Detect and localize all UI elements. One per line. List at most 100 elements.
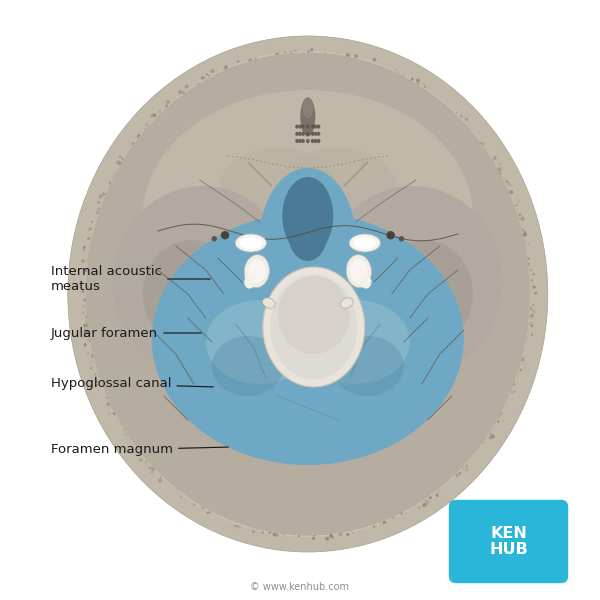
Ellipse shape — [136, 148, 140, 151]
Ellipse shape — [354, 55, 358, 58]
Ellipse shape — [342, 62, 346, 66]
Ellipse shape — [497, 416, 500, 419]
Ellipse shape — [317, 131, 320, 136]
Ellipse shape — [523, 233, 526, 236]
Ellipse shape — [305, 57, 307, 59]
Ellipse shape — [290, 50, 293, 54]
Ellipse shape — [155, 124, 158, 127]
Ellipse shape — [531, 334, 533, 336]
Ellipse shape — [178, 103, 182, 107]
Ellipse shape — [501, 400, 505, 403]
Ellipse shape — [150, 470, 154, 474]
Ellipse shape — [97, 201, 100, 204]
Ellipse shape — [85, 251, 86, 253]
Ellipse shape — [130, 159, 133, 162]
Ellipse shape — [301, 98, 316, 137]
Ellipse shape — [524, 264, 525, 265]
Ellipse shape — [118, 178, 121, 180]
Ellipse shape — [235, 234, 266, 252]
Ellipse shape — [175, 487, 179, 490]
Ellipse shape — [520, 217, 524, 221]
Ellipse shape — [464, 451, 467, 453]
Ellipse shape — [134, 438, 136, 440]
Ellipse shape — [466, 452, 467, 454]
Ellipse shape — [264, 63, 267, 66]
Ellipse shape — [329, 166, 331, 167]
Ellipse shape — [325, 166, 327, 167]
Ellipse shape — [96, 235, 97, 236]
Ellipse shape — [121, 158, 124, 160]
Ellipse shape — [248, 158, 250, 160]
Ellipse shape — [427, 95, 430, 98]
Ellipse shape — [418, 88, 421, 91]
Ellipse shape — [89, 272, 92, 275]
Ellipse shape — [347, 55, 350, 58]
Ellipse shape — [442, 476, 445, 479]
FancyBboxPatch shape — [449, 500, 568, 583]
Ellipse shape — [337, 52, 339, 53]
Ellipse shape — [325, 63, 326, 64]
Ellipse shape — [534, 292, 537, 295]
Ellipse shape — [118, 181, 121, 182]
Ellipse shape — [440, 102, 442, 104]
Ellipse shape — [469, 454, 471, 456]
Ellipse shape — [268, 58, 271, 62]
Ellipse shape — [97, 366, 100, 369]
Ellipse shape — [142, 131, 144, 133]
Ellipse shape — [252, 159, 254, 160]
Ellipse shape — [119, 162, 123, 166]
Ellipse shape — [478, 142, 482, 146]
Ellipse shape — [91, 329, 92, 331]
Text: Hypoglossal canal: Hypoglossal canal — [51, 377, 213, 391]
Ellipse shape — [424, 86, 426, 88]
Ellipse shape — [101, 373, 106, 377]
Ellipse shape — [527, 297, 529, 298]
Ellipse shape — [410, 88, 415, 92]
Ellipse shape — [313, 533, 316, 536]
Ellipse shape — [523, 307, 525, 309]
Ellipse shape — [346, 53, 350, 57]
Ellipse shape — [240, 157, 242, 158]
Ellipse shape — [375, 74, 377, 75]
Ellipse shape — [207, 498, 210, 501]
Ellipse shape — [497, 167, 502, 172]
Ellipse shape — [97, 363, 98, 365]
Ellipse shape — [532, 272, 535, 275]
Ellipse shape — [441, 484, 443, 486]
Ellipse shape — [358, 65, 359, 66]
Ellipse shape — [523, 240, 526, 243]
Ellipse shape — [88, 267, 92, 271]
Ellipse shape — [424, 502, 428, 506]
Ellipse shape — [124, 428, 125, 431]
Ellipse shape — [482, 155, 484, 157]
Ellipse shape — [124, 425, 126, 427]
Ellipse shape — [301, 56, 305, 59]
Ellipse shape — [530, 314, 534, 318]
Ellipse shape — [275, 53, 277, 55]
Ellipse shape — [330, 534, 333, 536]
Ellipse shape — [325, 529, 326, 531]
Ellipse shape — [88, 252, 92, 256]
Ellipse shape — [278, 147, 398, 237]
Ellipse shape — [221, 511, 223, 512]
Ellipse shape — [383, 521, 386, 524]
Ellipse shape — [485, 153, 488, 155]
Ellipse shape — [295, 124, 299, 129]
Ellipse shape — [466, 118, 468, 121]
Ellipse shape — [469, 133, 473, 137]
Ellipse shape — [302, 300, 410, 384]
Ellipse shape — [461, 128, 463, 130]
Ellipse shape — [467, 456, 470, 458]
Ellipse shape — [127, 158, 131, 162]
Ellipse shape — [493, 156, 497, 160]
Ellipse shape — [384, 516, 386, 518]
Ellipse shape — [532, 304, 534, 306]
Ellipse shape — [456, 469, 458, 470]
Ellipse shape — [526, 329, 528, 331]
Text: © www.kenhub.com: © www.kenhub.com — [251, 582, 349, 592]
Ellipse shape — [95, 384, 98, 386]
Ellipse shape — [489, 421, 492, 424]
Ellipse shape — [293, 167, 295, 168]
Ellipse shape — [105, 193, 108, 196]
Ellipse shape — [311, 526, 314, 530]
